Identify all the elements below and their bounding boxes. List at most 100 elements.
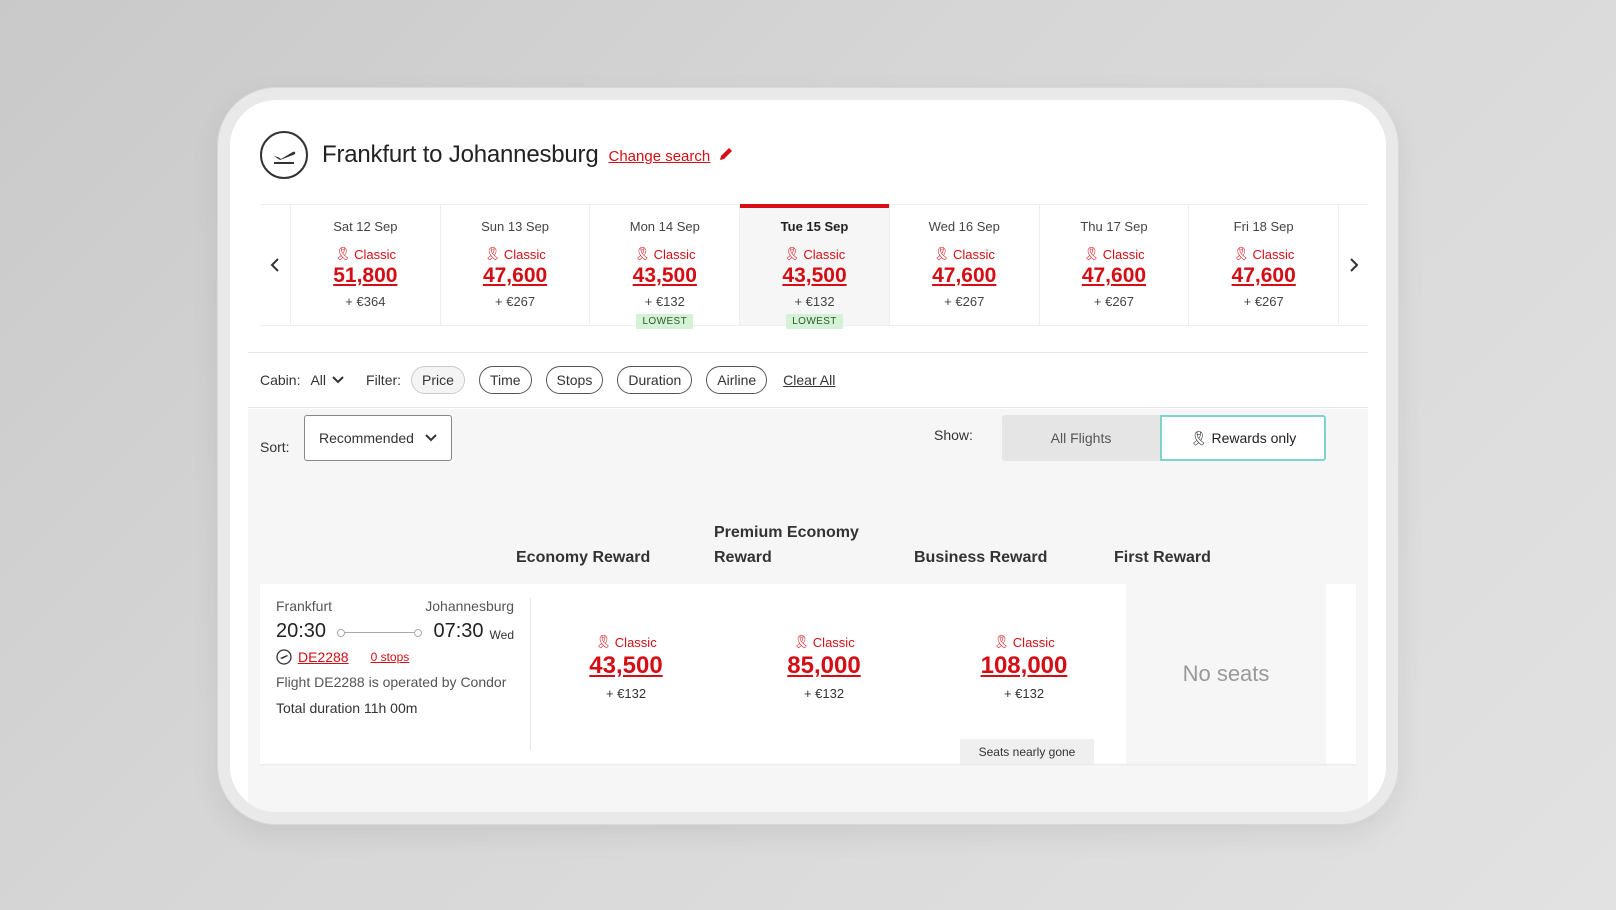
award-icon: 🎗	[993, 634, 1010, 649]
classic-tag: 🎗 Classic	[726, 634, 922, 650]
stops-link[interactable]: 0 stops	[370, 650, 410, 664]
classic-label: Classic	[812, 634, 855, 650]
sort-select[interactable]: Recommended	[304, 415, 452, 461]
date-carousel: Sat 12 Sep 🎗 Classic 51,800 + €364 Sun 13…	[260, 204, 1368, 329]
total-duration: Total duration 11h 00m	[276, 700, 418, 716]
award-icon: 🎗	[595, 634, 612, 649]
filter-label: Filter:	[366, 372, 402, 388]
date-label: Thu 17 Sep	[1080, 219, 1148, 234]
airline-logo-icon	[276, 649, 292, 665]
all-flights-button[interactable]: All Flights	[1002, 415, 1160, 461]
fare-fee: + €132	[803, 686, 845, 701]
points-value[interactable]: 43,500	[782, 264, 847, 287]
device-frame: Frankfurt to Johannesburg Change search …	[218, 88, 1398, 824]
seats-nearly-gone-badge: Seats nearly gone	[960, 739, 1094, 764]
fare-points[interactable]: 108,000	[980, 652, 1068, 679]
fare-economy[interactable]: 🎗 Classic 43,500 + €132	[528, 584, 724, 764]
date-tab-mon-14[interactable]: Mon 14 Sep 🎗 Classic 43,500 + €132 LOWEST	[589, 205, 739, 329]
filter-pill-duration[interactable]: Duration	[617, 366, 693, 394]
fare-premium-economy[interactable]: 🎗 Classic 85,000 + €132	[726, 584, 922, 764]
chevron-down-icon	[425, 434, 437, 442]
show-toggle: All Flights 🎗 Rewards only	[1002, 415, 1326, 461]
fare-business[interactable]: 🎗 Classic 108,000 + €132	[926, 584, 1122, 764]
classic-tag: 🎗 Classic	[590, 246, 739, 262]
points-value[interactable]: 47,600	[1231, 264, 1296, 287]
classic-label: Classic	[803, 246, 846, 262]
classic-label: Classic	[503, 246, 546, 262]
page-title: Frankfurt to Johannesburg	[322, 141, 599, 168]
date-tab-wed-16[interactable]: Wed 16 Sep 🎗 Classic 47,600 + €267	[888, 205, 1039, 325]
fee-value: + €132	[644, 294, 685, 309]
classic-tag: 🎗 Classic	[890, 246, 1039, 262]
col-economy-reward: Economy Reward	[516, 545, 710, 587]
depart-time: 20:30	[276, 620, 327, 642]
search-header: Frankfurt to Johannesburg Change search	[260, 130, 734, 180]
col-business-reward: Business Reward	[914, 545, 1108, 587]
flight-number-link[interactable]: DE2288	[298, 649, 349, 665]
classic-tag: 🎗 Classic	[1040, 246, 1189, 262]
cabin-label: Cabin:	[260, 372, 301, 388]
chevron-right-icon[interactable]	[1338, 205, 1368, 325]
points-value[interactable]: 47,600	[482, 264, 548, 287]
date-tab-tue-15[interactable]: Tue 15 Sep 🎗 Classic 43,500 + €132 LOWEST	[739, 204, 889, 329]
no-seats-first: No seats	[1126, 584, 1326, 764]
chevron-down-icon	[332, 376, 344, 384]
date-tab-sun-13[interactable]: Sun 13 Sep 🎗 Classic 47,600 + €267	[439, 205, 590, 325]
date-label: Sun 13 Sep	[481, 219, 550, 234]
divider	[530, 598, 531, 750]
clear-all-link[interactable]: Clear All	[783, 372, 836, 388]
col-first-reward: First Reward	[1114, 545, 1308, 587]
filter-pill-price[interactable]: Price	[411, 366, 465, 394]
award-icon: 🎗	[793, 634, 810, 649]
rewards-only-button[interactable]: 🎗 Rewards only	[1160, 415, 1326, 461]
date-tab-sat-12[interactable]: Sat 12 Sep 🎗 Classic 51,800 + €364	[290, 205, 440, 325]
points-value[interactable]: 47,600	[1081, 264, 1147, 287]
change-search-link[interactable]: Change search	[608, 147, 711, 165]
filter-pill-airline[interactable]: Airline	[706, 366, 768, 394]
date-label: Fri 18 Sep	[1233, 219, 1294, 234]
award-icon: 🎗	[484, 246, 501, 261]
fare-points[interactable]: 43,500	[589, 652, 663, 679]
points-value[interactable]: 43,500	[632, 264, 697, 287]
date-label: Sat 12 Sep	[333, 219, 398, 234]
fee-value: + €267	[1093, 294, 1135, 309]
route-line	[337, 629, 423, 637]
award-icon: 🎗	[783, 246, 801, 261]
points-value[interactable]: 51,800	[333, 264, 398, 287]
arrive-time: 07:30	[433, 620, 484, 642]
col-premium-economy-reward: Premium Economy Reward	[714, 520, 910, 587]
classic-tag: 🎗 Classic	[1189, 246, 1338, 262]
award-icon: 🎗	[933, 246, 951, 261]
plane-takeoff-icon	[260, 131, 308, 179]
award-icon: 🎗	[334, 246, 352, 261]
filter-pill-stops[interactable]: Stops	[545, 366, 604, 394]
sort-value: Recommended	[319, 430, 414, 446]
date-tab-fri-18[interactable]: Fri 18 Sep 🎗 Classic 47,600 + €267	[1188, 205, 1338, 325]
origin-city: Frankfurt	[276, 598, 333, 614]
cabin-select[interactable]: All	[310, 372, 344, 388]
fare-points[interactable]: 85,000	[787, 652, 861, 679]
classic-tag: 🎗 Classic	[528, 634, 724, 650]
fee-value: + €132	[794, 294, 835, 309]
classic-label: Classic	[653, 246, 696, 262]
flight-details: Frankfurt Johannesburg 20:30 07:30 Wed D	[276, 598, 514, 716]
classic-label: Classic	[354, 246, 397, 262]
pencil-icon[interactable]	[718, 146, 734, 167]
filter-pill-time[interactable]: Time	[478, 366, 532, 394]
fee-value: + €364	[345, 294, 386, 309]
fee-value: + €267	[944, 294, 985, 309]
fee-value: + €267	[495, 294, 536, 309]
rewards-only-label: Rewards only	[1211, 430, 1297, 446]
chevron-left-icon[interactable]	[260, 205, 290, 325]
date-tab-thu-17[interactable]: Thu 17 Sep 🎗 Classic 47,600 + €267	[1038, 205, 1189, 325]
classic-tag: 🎗 Classic	[926, 634, 1122, 650]
arrive-day: Wed	[489, 628, 514, 642]
column-headers: Economy Reward Premium Economy Reward Bu…	[248, 509, 1368, 587]
points-value[interactable]: 47,600	[932, 264, 997, 287]
flight-result-card: Frankfurt Johannesburg 20:30 07:30 Wed D	[260, 584, 1356, 764]
lowest-badge: LOWEST	[786, 314, 843, 329]
date-label: Mon 14 Sep	[629, 219, 700, 234]
sort-label: Sort:	[260, 439, 290, 455]
classic-label: Classic	[1012, 634, 1055, 650]
date-label: Tue 15 Sep	[780, 219, 849, 234]
